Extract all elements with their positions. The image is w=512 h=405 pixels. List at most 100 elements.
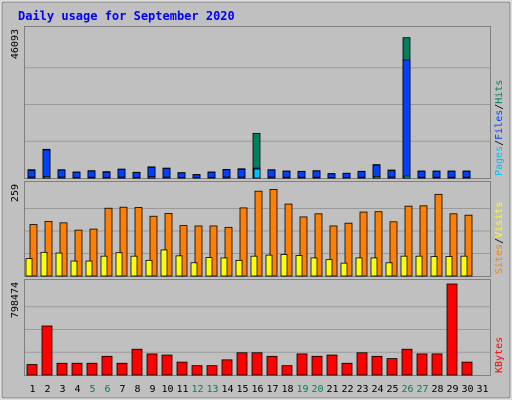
bar-visits bbox=[101, 256, 107, 276]
x-tick-label: 19 bbox=[296, 384, 308, 395]
y-max-label: 46093 bbox=[10, 29, 21, 59]
x-tick-label: 31 bbox=[476, 384, 488, 395]
bar-pages bbox=[44, 176, 50, 178]
bar-visits bbox=[161, 250, 167, 276]
bar-kbytes bbox=[72, 363, 82, 375]
bar-kbytes bbox=[357, 353, 367, 375]
bar-visits bbox=[401, 256, 407, 276]
bar-pages bbox=[419, 177, 425, 178]
bar-pages bbox=[314, 177, 320, 178]
x-tick-label: 5 bbox=[89, 384, 95, 395]
bar-visits bbox=[71, 261, 77, 276]
bar-visits bbox=[431, 257, 437, 276]
chart-title: Daily usage for September 2020 bbox=[18, 9, 235, 23]
bar-pages bbox=[434, 177, 440, 178]
bar-visits bbox=[266, 255, 272, 276]
bar-files bbox=[403, 60, 410, 178]
x-tick-label: 24 bbox=[371, 384, 383, 395]
legend-entry: Hits bbox=[494, 80, 505, 104]
bar-visits bbox=[326, 260, 332, 276]
bar-kbytes bbox=[177, 362, 187, 375]
bar-kbytes bbox=[432, 354, 442, 375]
x-tick-label: 29 bbox=[446, 384, 458, 395]
legend-entry: Sites bbox=[494, 244, 505, 274]
x-tick-label: 15 bbox=[236, 384, 248, 395]
bar-kbytes bbox=[147, 354, 157, 375]
legend-entry: KBytes bbox=[494, 337, 505, 373]
bar-kbytes bbox=[207, 366, 217, 375]
bar-files bbox=[163, 168, 170, 178]
bar-kbytes bbox=[57, 363, 67, 375]
bar-pages bbox=[59, 177, 65, 178]
bar-visits bbox=[446, 257, 452, 276]
legend: KBytes bbox=[494, 337, 505, 373]
bar-kbytes bbox=[267, 356, 277, 375]
x-tick-label: 26 bbox=[401, 384, 413, 395]
bar-kbytes bbox=[162, 355, 172, 375]
bar-kbytes bbox=[237, 353, 247, 375]
x-tick-label: 7 bbox=[119, 384, 125, 395]
y-max-label: 259 bbox=[10, 184, 21, 202]
bar-visits bbox=[356, 258, 362, 276]
bar-pages bbox=[374, 176, 380, 178]
x-tick-label: 23 bbox=[356, 384, 368, 395]
bar-kbytes bbox=[132, 349, 142, 375]
bar-visits bbox=[296, 255, 302, 276]
chart-panels: 46093Pages/Files/Hits259Sites/Visits7984… bbox=[10, 26, 505, 376]
x-tick-label: 17 bbox=[266, 384, 278, 395]
x-tick-label: 8 bbox=[134, 384, 140, 395]
x-tick-label: 30 bbox=[461, 384, 473, 395]
bar-pages bbox=[359, 177, 365, 178]
x-tick-label: 25 bbox=[386, 384, 398, 395]
x-tick-label: 9 bbox=[149, 384, 155, 395]
bar-pages bbox=[149, 177, 155, 178]
bar-pages bbox=[464, 177, 470, 178]
bar-visits bbox=[41, 252, 47, 276]
bar-pages bbox=[74, 177, 80, 178]
bar-visits bbox=[281, 254, 287, 276]
bar-kbytes bbox=[402, 349, 412, 375]
x-tick-label: 1 bbox=[29, 384, 35, 395]
x-tick-label: 12 bbox=[191, 384, 203, 395]
x-tick-label: 14 bbox=[221, 384, 233, 395]
x-tick-label: 11 bbox=[176, 384, 188, 395]
legend-entry: Pages bbox=[494, 146, 505, 176]
bar-pages bbox=[89, 177, 95, 178]
legend-entry: Visits bbox=[494, 202, 505, 238]
x-tick-label: 13 bbox=[206, 384, 218, 395]
bar-pages bbox=[179, 177, 185, 178]
x-tick-label: 27 bbox=[416, 384, 428, 395]
bar-visits bbox=[236, 260, 242, 276]
bar-pages bbox=[254, 169, 260, 178]
bar-visits bbox=[191, 263, 197, 276]
bar-kbytes bbox=[87, 363, 97, 375]
x-tick-label: 21 bbox=[326, 384, 338, 395]
bar-pages bbox=[449, 177, 455, 178]
bar-visits bbox=[251, 256, 257, 276]
bar-kbytes bbox=[462, 362, 472, 375]
bar-kbytes bbox=[27, 365, 37, 375]
bar-kbytes bbox=[447, 284, 457, 375]
bar-kbytes bbox=[327, 355, 337, 375]
bar-kbytes bbox=[102, 356, 112, 375]
bar-kbytes bbox=[192, 366, 202, 375]
bar-visits bbox=[371, 258, 377, 276]
bar-pages bbox=[29, 177, 35, 178]
bar-kbytes bbox=[312, 356, 322, 375]
bar-pages bbox=[164, 177, 170, 178]
bar-visits bbox=[416, 256, 422, 276]
bar-visits bbox=[146, 260, 152, 276]
bar-pages bbox=[284, 177, 290, 178]
bar-kbytes bbox=[222, 360, 232, 375]
x-tick-label: 4 bbox=[74, 384, 80, 395]
x-tick-label: 18 bbox=[281, 384, 293, 395]
bar-kbytes bbox=[387, 359, 397, 375]
x-tick-label: 16 bbox=[251, 384, 263, 395]
bar-pages bbox=[269, 177, 275, 178]
x-tick-label: 22 bbox=[341, 384, 353, 395]
bar-visits bbox=[206, 258, 212, 276]
